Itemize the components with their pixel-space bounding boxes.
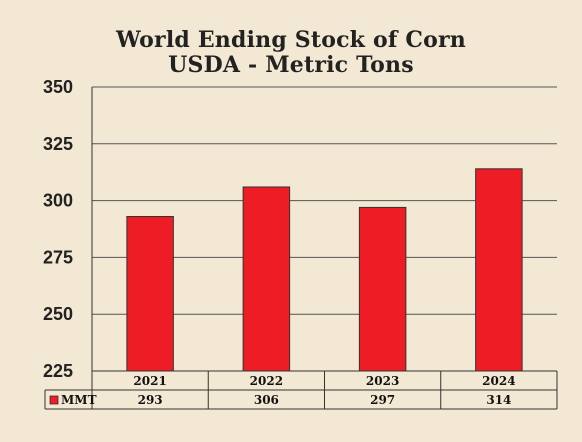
x-tick-label: 2021 (133, 374, 166, 388)
bar (358, 206, 407, 372)
y-tick-label: 350 (43, 77, 73, 97)
legend-swatch (49, 395, 59, 405)
chart-subtitle: USDA - Metric Tons (168, 52, 414, 78)
chart-title: World Ending Stock of Corn (116, 27, 466, 53)
bar (475, 168, 523, 372)
legend-label: MMT (61, 393, 97, 407)
x-tick-label: 2022 (250, 374, 283, 388)
y-tick-label: 275 (43, 247, 73, 267)
data-label: 297 (370, 393, 395, 407)
x-tick-label: 2024 (482, 374, 515, 388)
bar (242, 186, 291, 372)
y-tick-label: 325 (43, 134, 73, 154)
data-label: 314 (486, 393, 511, 407)
data-label: 306 (254, 393, 279, 407)
y-tick-label: 250 (43, 304, 73, 324)
y-tick-label: 300 (43, 191, 73, 211)
x-tick-label: 2023 (366, 374, 399, 388)
y-tick-label: 225 (43, 361, 73, 381)
data-label: 293 (138, 393, 163, 407)
bar (126, 216, 174, 372)
